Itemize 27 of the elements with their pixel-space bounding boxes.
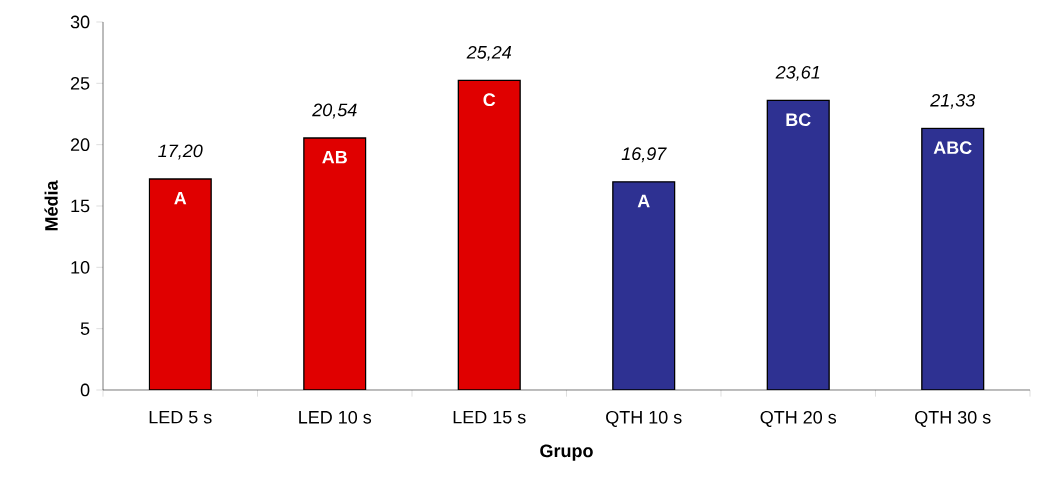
y-tick-label: 15 <box>71 199 90 213</box>
y-axis-title: Média <box>44 180 58 231</box>
y-tick-label: 25 <box>70 76 90 90</box>
x-tick-label: QTH 20 s <box>760 410 837 427</box>
x-tick-label: QTH 30 s <box>915 410 991 427</box>
y-tick-label: 30 <box>70 15 90 29</box>
y-tick-label: 10 <box>71 260 90 274</box>
data-label: 21,33 <box>930 93 976 109</box>
annotation: A <box>174 191 187 205</box>
data-label: 23,61 <box>775 65 820 81</box>
data-label: 17,20 <box>158 144 203 160</box>
x-axis-title: Grupo <box>540 444 593 461</box>
x-tick-label: LED 15 s <box>453 410 526 424</box>
annotation: C <box>483 93 496 107</box>
data-label: 20,54 <box>312 103 357 119</box>
annotation: BC <box>786 113 811 127</box>
annotation: ABC <box>933 141 972 155</box>
annotation: AB <box>322 150 347 164</box>
x-tick-label: LED 10 s <box>299 410 372 424</box>
data-label: 25,24 <box>466 45 512 61</box>
y-tick-label: 5 <box>80 322 90 335</box>
data-label: 16,97 <box>621 147 667 163</box>
y-tick-label: 0 <box>80 383 90 397</box>
x-tick-label: LED 5 s <box>149 410 212 424</box>
annotation: A <box>637 194 650 208</box>
y-tick-label: 20 <box>70 138 90 152</box>
x-tick-label: QTH 10 s <box>606 410 682 427</box>
